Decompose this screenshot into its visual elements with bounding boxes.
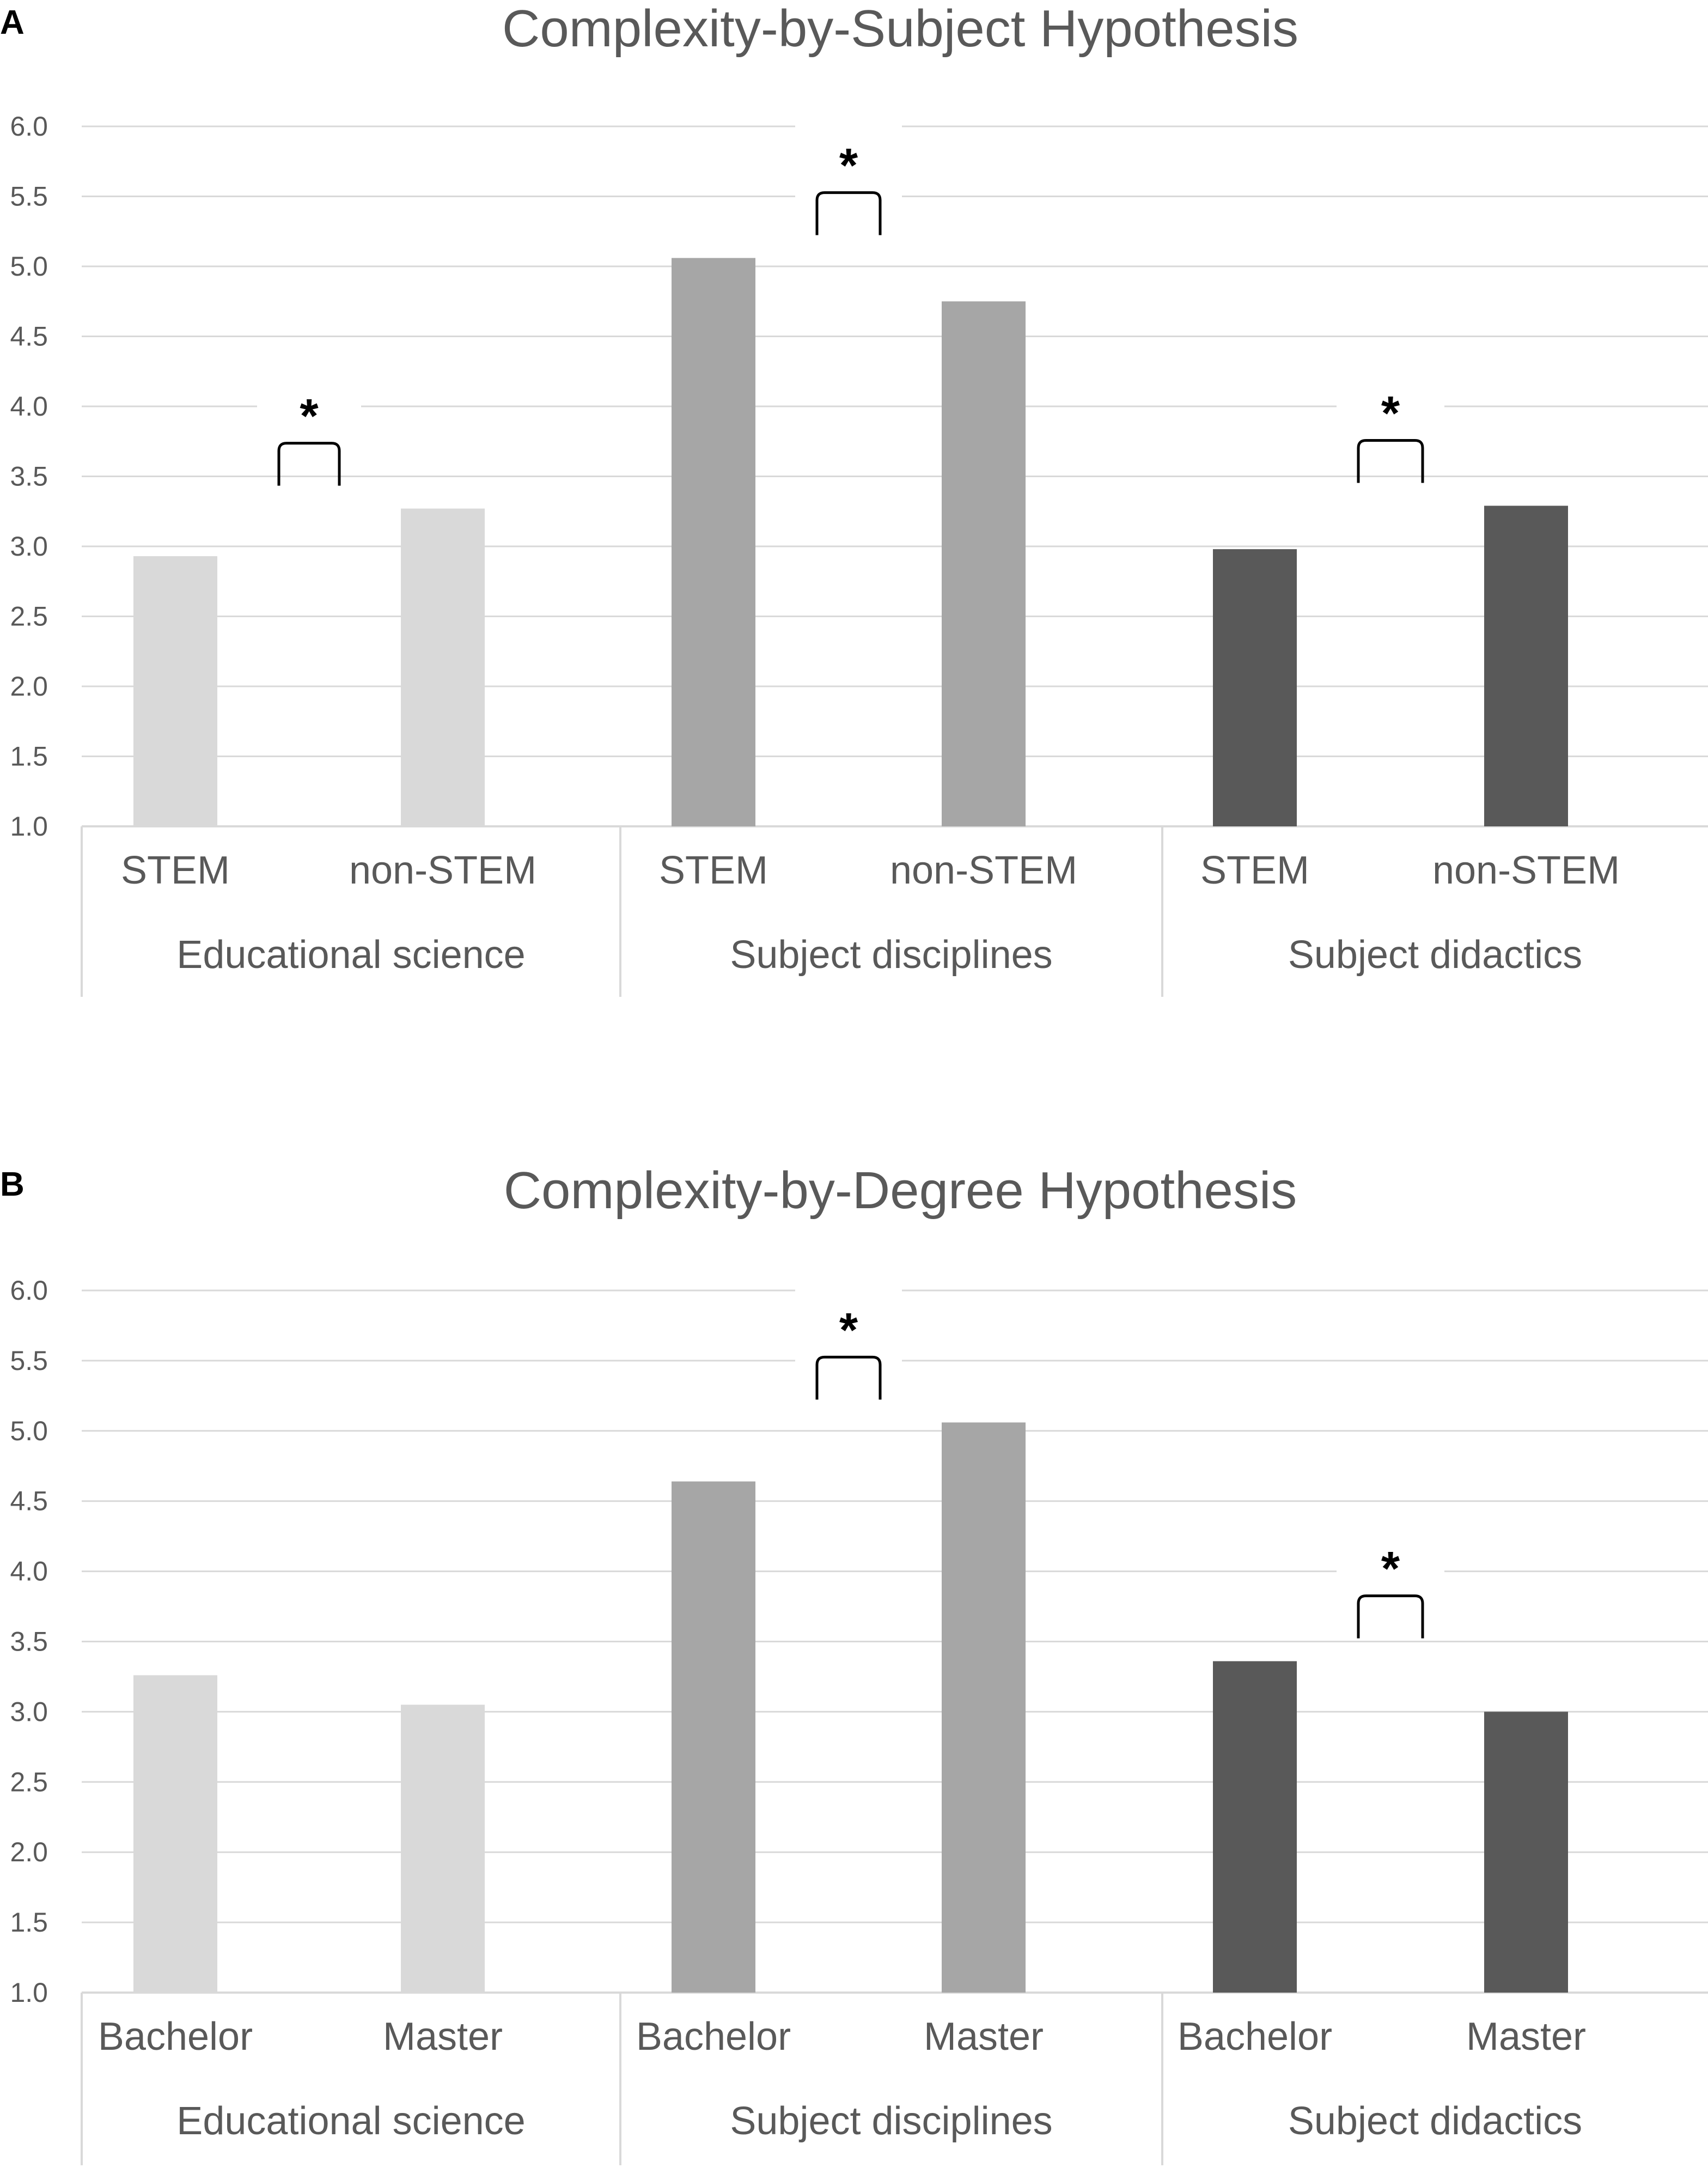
significance-bracket bbox=[1357, 1594, 1424, 1639]
bar bbox=[942, 301, 1026, 826]
bracket-mask bbox=[1337, 1517, 1444, 1604]
y-tick-label: 1.5 bbox=[10, 741, 48, 772]
bar bbox=[942, 1422, 1026, 1993]
y-tick-label: 3.0 bbox=[10, 1696, 48, 1727]
x-category-label: STEM bbox=[121, 849, 230, 892]
bar bbox=[1484, 1712, 1568, 1993]
x-group-label: Educational science bbox=[176, 2099, 525, 2143]
y-tick-label: 5.0 bbox=[10, 1416, 48, 1446]
y-tick-label: 1.5 bbox=[10, 1907, 48, 1938]
x-category-label: non-STEM bbox=[349, 849, 536, 892]
y-tick-label: 2.0 bbox=[10, 671, 48, 702]
y-tick-label: 2.5 bbox=[10, 1767, 48, 1797]
bracket-mask bbox=[795, 113, 902, 201]
bar bbox=[1213, 1661, 1297, 1993]
significance-star: * bbox=[300, 389, 319, 443]
bar bbox=[1213, 549, 1297, 826]
y-tick-label: 3.5 bbox=[10, 1627, 48, 1657]
significance-star: * bbox=[839, 138, 858, 192]
bracket-mask bbox=[257, 364, 361, 452]
panel-label: B bbox=[0, 1166, 25, 1203]
bracket-mask bbox=[1337, 361, 1444, 449]
y-tick-label: 6.0 bbox=[10, 111, 48, 142]
significance-star: * bbox=[839, 1302, 858, 1356]
x-category-label: STEM bbox=[1200, 849, 1309, 892]
y-tick-label: 4.0 bbox=[10, 391, 48, 422]
x-category-label: non-STEM bbox=[890, 849, 1077, 892]
bar bbox=[401, 1704, 485, 1993]
x-category-label: Bachelor bbox=[636, 2015, 791, 2059]
x-category-label: non-STEM bbox=[1432, 849, 1620, 892]
x-category-label: Master bbox=[924, 2015, 1044, 2059]
y-tick-label: 2.5 bbox=[10, 601, 48, 632]
bar-group: STEM non-STEM Educational science * bbox=[121, 364, 536, 977]
y-tick-label: 6.0 bbox=[10, 1275, 48, 1306]
y-tick-label: 1.0 bbox=[10, 811, 48, 842]
x-category-label: Bachelor bbox=[98, 2015, 253, 2059]
chart-title: Complexity-by-Subject Hypothesis bbox=[502, 0, 1298, 58]
y-tick-label: 4.5 bbox=[10, 1486, 48, 1517]
bar-group: Bachelor Master Subject disciplines * bbox=[636, 1278, 1053, 2143]
bar bbox=[1484, 506, 1568, 826]
bar bbox=[672, 258, 755, 827]
x-group-label: Subject didactics bbox=[1288, 2099, 1582, 2143]
significance-star: * bbox=[1381, 1542, 1400, 1595]
y-tick-label: 1.0 bbox=[10, 1977, 48, 2008]
x-group-label: Subject didactics bbox=[1288, 933, 1582, 977]
x-group-label: Educational science bbox=[176, 933, 525, 977]
chart-title: Complexity-by-Degree Hypothesis bbox=[504, 1161, 1297, 1220]
y-tick-label: 5.0 bbox=[10, 251, 48, 282]
significance-bracket bbox=[815, 191, 882, 235]
bar-group: STEM non-STEM Subject disciplines * bbox=[659, 113, 1077, 977]
y-tick-label: 3.0 bbox=[10, 531, 48, 562]
x-category-label: STEM bbox=[659, 849, 768, 892]
y-tick-label: 4.5 bbox=[10, 321, 48, 352]
x-category-label: Master bbox=[383, 2015, 503, 2059]
significance-star: * bbox=[1381, 386, 1400, 440]
bar bbox=[401, 508, 485, 826]
x-category-label: Bachelor bbox=[1178, 2015, 1332, 2059]
bar-group: STEM non-STEM Subject didactics * bbox=[1200, 361, 1620, 977]
bar bbox=[133, 556, 217, 826]
y-tick-label: 4.0 bbox=[10, 1556, 48, 1587]
panel-label: A bbox=[0, 4, 25, 41]
y-tick-label: 2.0 bbox=[10, 1837, 48, 1867]
x-group-label: Subject disciplines bbox=[730, 933, 1052, 977]
y-tick-label: 5.5 bbox=[10, 181, 48, 212]
bar bbox=[133, 1675, 217, 1993]
bar-group: Bachelor Master Subject didactics * bbox=[1178, 1517, 1586, 2143]
x-category-label: Master bbox=[1466, 2015, 1586, 2059]
significance-bracket bbox=[1357, 439, 1424, 483]
bar-group: Bachelor Master Educational science bbox=[98, 1675, 526, 2143]
significance-bracket bbox=[277, 442, 341, 486]
y-tick-label: 5.5 bbox=[10, 1345, 48, 1376]
significance-bracket bbox=[815, 1355, 882, 1400]
y-tick-label: 3.5 bbox=[10, 461, 48, 492]
x-group-label: Subject disciplines bbox=[730, 2099, 1052, 2143]
chart-panel-a: A Complexity-by-Subject Hypothesis 1.0 1.5 2… bbox=[0, 0, 1708, 997]
chart-panel-b: B Complexity-by-Degree Hypothesis 1.0 1.5 2.… bbox=[0, 1161, 1708, 2165]
bar bbox=[672, 1481, 755, 1993]
bracket-mask bbox=[795, 1278, 902, 1366]
